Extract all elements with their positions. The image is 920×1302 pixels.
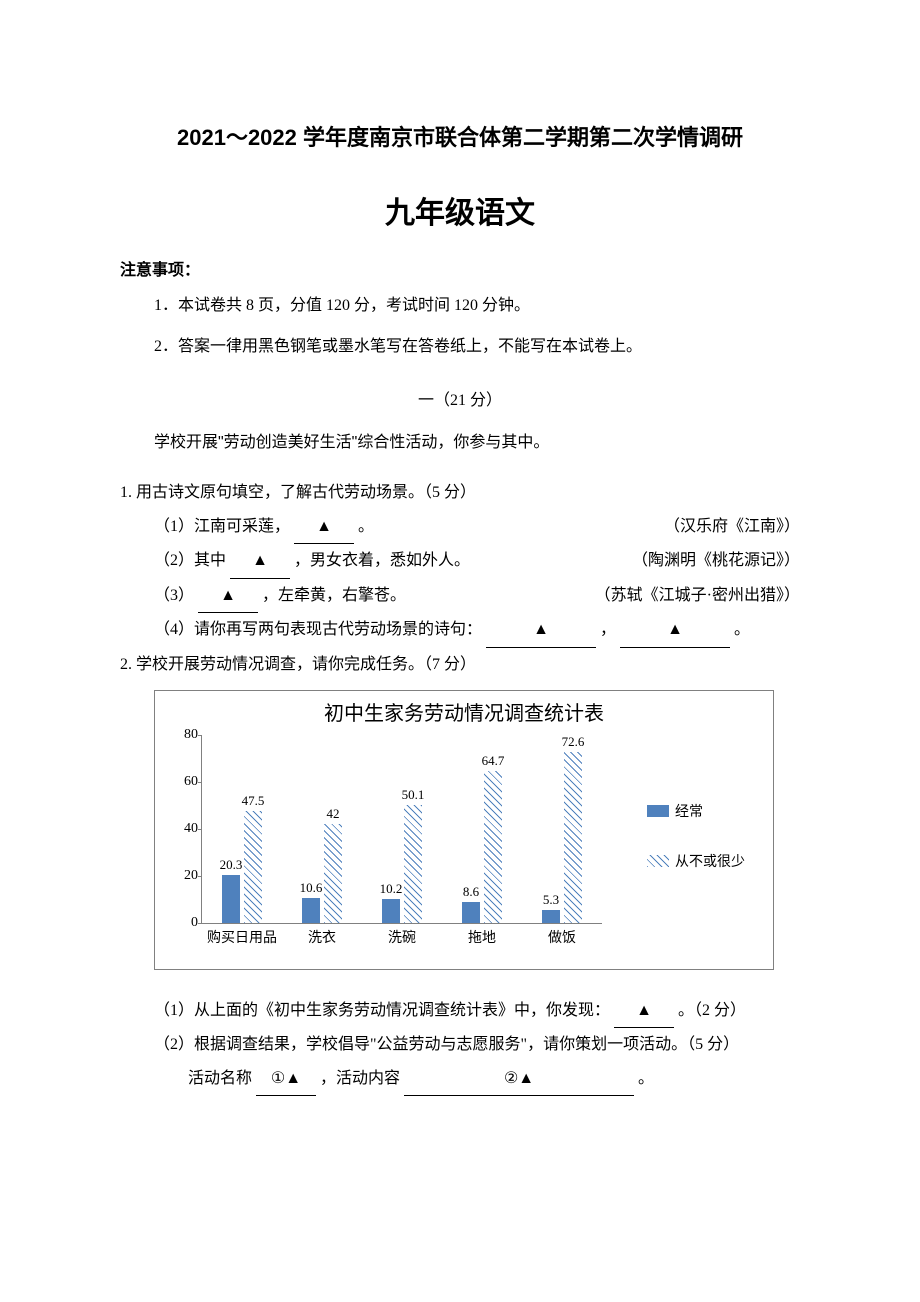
blank-fill[interactable]: ▲ — [486, 613, 596, 648]
bar-solid — [382, 899, 400, 923]
y-tick-label: 60 — [170, 774, 198, 790]
q2-sub-2: （2）根据调查结果，学校倡导"公益劳动与志愿服务"，请你策划一项活动。（5 分） — [154, 1028, 800, 1062]
legend-swatch-hatch — [647, 855, 669, 867]
q2-activity-line: 活动名称 ①▲ ，活动内容 ②▲ 。 — [188, 1062, 800, 1097]
bar-solid — [222, 875, 240, 923]
x-category-label: 购买日用品 — [202, 927, 282, 947]
bar-value-label: 50.1 — [393, 787, 433, 803]
bar-value-label: 47.5 — [233, 793, 273, 809]
x-category-label: 洗衣 — [282, 927, 362, 947]
activity-content-label: ，活动内容 — [320, 1070, 400, 1087]
blank-fill[interactable]: ▲ — [198, 579, 258, 614]
q1-3-after: ，左牵黄，右擎苍。 — [262, 587, 406, 604]
y-tick-label: 80 — [170, 727, 198, 743]
q1-stem: 1. 用古诗文原句填空，了解古代劳动场景。（5 分） — [120, 476, 800, 510]
sub-title: 九年级语文 — [120, 188, 800, 232]
blank-fill[interactable]: ▲ — [620, 613, 730, 648]
q2-stem: 2. 学校开展劳动情况调查，请你完成任务。（7 分） — [120, 648, 800, 682]
bar-value-label: 72.6 — [553, 734, 593, 750]
bar-value-label: 64.7 — [473, 753, 513, 769]
blank-fill-activity-name[interactable]: ①▲ — [256, 1062, 316, 1097]
x-category-label: 拖地 — [442, 927, 522, 947]
q1-4-comma: ， — [600, 621, 616, 638]
y-tick-label: 0 — [170, 915, 198, 931]
bar-hatch — [244, 811, 262, 923]
q1-1-source: （汉乐府《江南》） — [664, 510, 800, 545]
q1-2-left: （2）其中 — [154, 552, 226, 569]
chart-plot-area: 02040608020.347.5购买日用品10.642洗衣10.250.1洗碗… — [201, 735, 602, 924]
bar-solid — [462, 902, 480, 922]
main-title: 2021～2022 学年度南京市联合体第二学期第二次学情调研 — [120, 120, 800, 152]
notice-item-2: 2．答案一律用黑色钢笔或墨水笔写在答卷纸上，不能写在本试卷上。 — [154, 333, 800, 362]
notice-label: 注意事项： — [120, 256, 800, 280]
bar-solid — [302, 898, 320, 923]
legend-label-hatch: 从不或很少 — [675, 851, 745, 871]
legend-label-solid: 经常 — [675, 801, 703, 821]
blank-fill[interactable]: ▲ — [230, 544, 290, 579]
section-1-intro: 学校开展"劳动创造美好生活"综合性活动，你参与其中。 — [154, 428, 800, 458]
x-category-label: 做饭 — [522, 927, 602, 947]
q2-1-left: （1）从上面的《初中生家务劳动情况调查统计表》中，你发现： — [154, 1002, 610, 1019]
q1-2-after: ，男女衣着，悉如外人。 — [294, 552, 470, 569]
blank-fill-activity-content[interactable]: ②▲ — [404, 1062, 634, 1097]
bar-hatch — [404, 805, 422, 923]
q1-line-2: （2）其中 ▲ ，男女衣着，悉如外人。 （陶渊明《桃花源记》） — [154, 544, 800, 579]
q1-3-left: （3） — [154, 587, 194, 604]
activity-name-label: 活动名称 — [188, 1070, 252, 1087]
bar-hatch — [564, 752, 582, 923]
chart-title: 初中生家务劳动情况调查统计表 — [155, 691, 773, 726]
q1-1-left: （1）江南可采莲， — [154, 518, 290, 535]
y-tick-label: 40 — [170, 821, 198, 837]
y-tick-label: 20 — [170, 868, 198, 884]
legend-row-solid: 经常 — [647, 801, 745, 821]
legend-swatch-solid — [647, 805, 669, 817]
blank-fill[interactable]: ▲ — [294, 510, 354, 545]
bar-value-label: 42 — [313, 806, 353, 822]
q2-1-after: 。（2 分） — [678, 1002, 746, 1019]
notice-item-1: 1．本试卷共 8 页，分值 120 分，考试时间 120 分钟。 — [154, 292, 800, 321]
q1-4-left: （4）请你再写两句表现古代劳动场景的诗句： — [154, 621, 482, 638]
q1-line-4: （4）请你再写两句表现古代劳动场景的诗句： ▲ ， ▲ 。 — [154, 613, 800, 648]
q1-line-1: （1）江南可采莲， ▲ 。 （汉乐府《江南》） — [154, 510, 800, 545]
q1-2-source: （陶渊明《桃花源记》） — [632, 544, 800, 579]
blank-fill[interactable]: ▲ — [614, 994, 674, 1029]
q2-sub-1: （1）从上面的《初中生家务劳动情况调查统计表》中，你发现： ▲ 。（2 分） — [154, 994, 800, 1029]
survey-chart: 初中生家务劳动情况调查统计表 02040608020.347.5购买日用品10.… — [154, 690, 774, 970]
bar-solid — [542, 910, 560, 922]
bar-hatch — [484, 771, 502, 923]
q1-4-end: 。 — [734, 621, 750, 638]
bar-hatch — [324, 824, 342, 923]
activity-end: 。 — [638, 1070, 654, 1087]
q1-3-source: （苏轼《江城子·密州出猎》） — [595, 579, 800, 614]
legend-row-hatch: 从不或很少 — [647, 851, 745, 871]
q1-1-after: 。 — [358, 518, 374, 535]
section-1-header: 一（21 分） — [120, 386, 800, 410]
x-category-label: 洗碗 — [362, 927, 442, 947]
chart-legend: 经常 从不或很少 — [647, 801, 745, 901]
q1-line-3: （3） ▲ ，左牵黄，右擎苍。 （苏轼《江城子·密州出猎》） — [154, 579, 800, 614]
